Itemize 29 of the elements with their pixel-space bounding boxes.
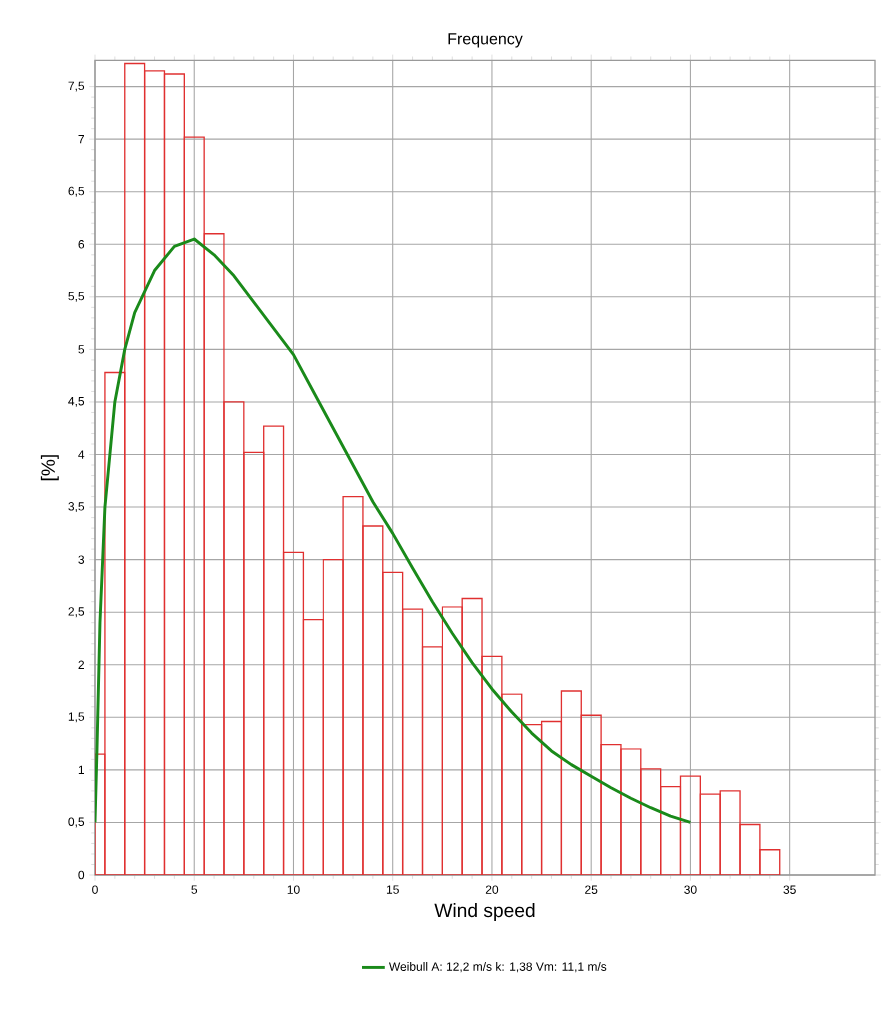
y-tick-label: 7 bbox=[78, 135, 84, 144]
line-series bbox=[95, 237, 692, 824]
y-tick-label: 2 bbox=[78, 660, 84, 669]
x-tick-label: 0 bbox=[92, 885, 98, 894]
x-tick-label: 10 bbox=[287, 885, 300, 894]
y-tick-label: 0 bbox=[78, 870, 85, 880]
y-tick-label: 4,5 bbox=[68, 397, 85, 407]
y-tick-label: 3,5 bbox=[68, 502, 85, 513]
x-tick-label: 30 bbox=[684, 885, 697, 894]
y-tick-label: 5,5 bbox=[68, 291, 85, 302]
y-tick-label: 1,5 bbox=[68, 712, 85, 723]
y-tick-label: 6 bbox=[78, 240, 85, 249]
y-axis-title: [%] bbox=[40, 455, 59, 481]
x-tick-label: 25 bbox=[585, 885, 598, 894]
y-tick-label: 5 bbox=[78, 345, 85, 354]
y-tick-label: 1 bbox=[78, 765, 85, 775]
x-axis-title: Wind speed bbox=[434, 903, 535, 921]
y-tick-label: 0,5 bbox=[68, 817, 85, 828]
y-tick-label: 6,5 bbox=[68, 186, 85, 197]
legend-label: Weibull A: 12,2 m/s k: 1,38 Vm: 11,1 m/s bbox=[388, 962, 607, 973]
y-tick-label: 7,5 bbox=[68, 81, 85, 92]
x-tick-label: 15 bbox=[386, 885, 399, 894]
y-tick-label: 2,5 bbox=[68, 607, 85, 618]
x-tick-label: 20 bbox=[485, 885, 499, 894]
y-tick-label: 4 bbox=[78, 450, 85, 459]
chart-title: Frequency bbox=[448, 33, 523, 48]
x-tick-label: 5 bbox=[191, 885, 198, 894]
y-tick-label: 3 bbox=[78, 555, 85, 564]
x-tick-label: 35 bbox=[783, 885, 796, 894]
